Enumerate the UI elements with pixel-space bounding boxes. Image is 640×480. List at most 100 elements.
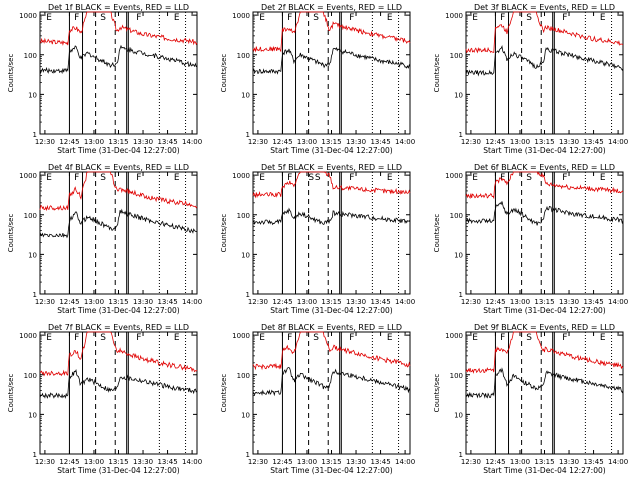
x-tick-label: 13:15 bbox=[321, 138, 341, 146]
x-tick-label: 13:30 bbox=[346, 458, 366, 466]
events-rate-line bbox=[252, 367, 411, 397]
x-tick-label: 12:45 bbox=[272, 298, 292, 306]
y-tick-label: 100 bbox=[450, 372, 463, 380]
x-tick-label: 13:45 bbox=[583, 298, 603, 306]
y-tick-label: 1000 bbox=[19, 12, 37, 20]
x-tick-label: 14:00 bbox=[182, 138, 202, 146]
panel-title: Det 3f BLACK = Events, RED = LLD bbox=[474, 3, 615, 12]
y-tick-label: 100 bbox=[450, 52, 463, 60]
x-tick-label: 14:00 bbox=[608, 458, 628, 466]
x-axis-label: Start Time (31-Dec-04 12:27:00) bbox=[483, 146, 605, 155]
x-tick-label: 13:15 bbox=[108, 298, 128, 306]
interval-marker: S bbox=[526, 173, 532, 183]
interval-marker: F bbox=[349, 333, 354, 343]
y-axis-label: Counts/sec bbox=[220, 374, 228, 413]
x-tick-label: 13:30 bbox=[133, 298, 153, 306]
x-tick-label: 12:45 bbox=[485, 298, 505, 306]
interval-marker: F bbox=[136, 13, 141, 23]
y-tick-label: 100 bbox=[24, 52, 37, 60]
interval-marker: E bbox=[387, 173, 393, 183]
x-tick-label: 12:30 bbox=[248, 298, 268, 306]
interval-marker: E bbox=[387, 13, 393, 23]
detector-panel-8: Det 8f BLACK = Events, RED = LLD 1 10 100 10… bbox=[220, 323, 415, 475]
y-tick-label: 10 bbox=[28, 91, 37, 99]
y-tick-label: 100 bbox=[24, 212, 37, 220]
y-axis-label: Counts/sec bbox=[433, 374, 441, 413]
interval-marker: S bbox=[100, 13, 106, 23]
x-tick-label: 14:00 bbox=[608, 138, 628, 146]
x-axis-label: Start Time (31-Dec-04 12:27:00) bbox=[270, 306, 392, 315]
interval-marker: E bbox=[600, 13, 606, 23]
panel-title: Det 8f BLACK = Events, RED = LLD bbox=[261, 323, 402, 332]
x-tick-label: 12:45 bbox=[59, 138, 79, 146]
lld-rate-line bbox=[39, 331, 198, 377]
y-tick-label: 100 bbox=[237, 372, 250, 380]
x-tick-label: 13:30 bbox=[559, 298, 579, 306]
y-tick-label: 1 bbox=[33, 451, 37, 459]
panel-title: Det 5f BLACK = Events, RED = LLD bbox=[261, 163, 402, 172]
x-tick-label: 13:30 bbox=[346, 298, 366, 306]
x-tick-label: 13:00 bbox=[510, 458, 530, 466]
y-tick-label: 1000 bbox=[19, 332, 37, 340]
x-axis-label: Start Time (31-Dec-04 12:27:00) bbox=[270, 146, 392, 155]
detector-panel-3: Det 3f BLACK = Events, RED = LLD 1 10 100 10… bbox=[433, 3, 628, 155]
lld-rate-line bbox=[465, 11, 624, 54]
x-tick-label: 12:30 bbox=[248, 138, 268, 146]
events-rate-line bbox=[39, 44, 198, 75]
panel-title: Det 6f BLACK = Events, RED = LLD bbox=[474, 163, 615, 172]
y-tick-label: 1 bbox=[246, 131, 250, 139]
x-tick-label: 14:00 bbox=[395, 458, 415, 466]
y-tick-label: 1000 bbox=[232, 172, 250, 180]
y-tick-label: 10 bbox=[241, 251, 250, 259]
x-tick-label: 12:30 bbox=[461, 298, 481, 306]
x-tick-label: 13:30 bbox=[559, 458, 579, 466]
x-tick-label: 12:30 bbox=[461, 138, 481, 146]
x-tick-label: 13:30 bbox=[133, 458, 153, 466]
interval-marker: S bbox=[313, 333, 319, 343]
y-tick-label: 1000 bbox=[445, 12, 463, 20]
interval-marker: F bbox=[349, 13, 354, 23]
interval-marker: F bbox=[500, 13, 505, 23]
interval-marker: E bbox=[472, 13, 478, 23]
x-tick-label: 13:15 bbox=[321, 458, 341, 466]
x-axis-label: Start Time (31-Dec-04 12:27:00) bbox=[57, 466, 179, 475]
x-tick-label: 12:45 bbox=[59, 298, 79, 306]
detector-panel-7: Det 7f BLACK = Events, RED = LLD 1 10 100 10… bbox=[7, 323, 202, 475]
x-tick-label: 12:30 bbox=[35, 138, 55, 146]
x-tick-label: 13:00 bbox=[510, 298, 530, 306]
interval-marker: E bbox=[259, 173, 265, 183]
y-tick-label: 100 bbox=[237, 212, 250, 220]
x-tick-label: 13:45 bbox=[157, 138, 177, 146]
x-tick-label: 13:00 bbox=[297, 458, 317, 466]
interval-marker: E bbox=[174, 173, 180, 183]
interval-marker: S bbox=[315, 173, 321, 183]
events-rate-line bbox=[252, 207, 411, 226]
detector-panel-9: Det 9f BLACK = Events, RED = LLD 1 10 100 10… bbox=[433, 323, 628, 475]
interval-marker: F bbox=[562, 173, 567, 183]
y-axis-label: Counts/sec bbox=[7, 54, 15, 93]
events-rate-line bbox=[252, 46, 411, 75]
y-axis-label: Counts/sec bbox=[7, 214, 15, 253]
events-rate-line bbox=[465, 44, 624, 77]
x-tick-label: 13:15 bbox=[534, 298, 554, 306]
x-tick-label: 13:45 bbox=[157, 458, 177, 466]
detector-panel-6: Det 6f BLACK = Events, RED = LLD 1 10 100 10… bbox=[433, 163, 628, 315]
interval-marker: F bbox=[74, 173, 79, 183]
panel-title: Det 7f BLACK = Events, RED = LLD bbox=[48, 323, 189, 332]
y-tick-label: 1 bbox=[459, 291, 463, 299]
y-tick-label: 100 bbox=[24, 372, 37, 380]
x-tick-label: 12:30 bbox=[35, 298, 55, 306]
lld-rate-line bbox=[39, 171, 198, 212]
x-tick-label: 13:00 bbox=[297, 138, 317, 146]
y-tick-label: 100 bbox=[237, 52, 250, 60]
interval-marker: S bbox=[313, 13, 319, 23]
interval-marker: F bbox=[562, 13, 567, 23]
interval-marker: S bbox=[526, 333, 532, 343]
y-tick-label: 1000 bbox=[19, 172, 37, 180]
y-tick-label: 1000 bbox=[445, 332, 463, 340]
x-tick-label: 13:15 bbox=[534, 138, 554, 146]
interval-marker: F bbox=[500, 333, 505, 343]
lld-rate-line bbox=[465, 171, 624, 200]
y-tick-label: 1 bbox=[459, 131, 463, 139]
